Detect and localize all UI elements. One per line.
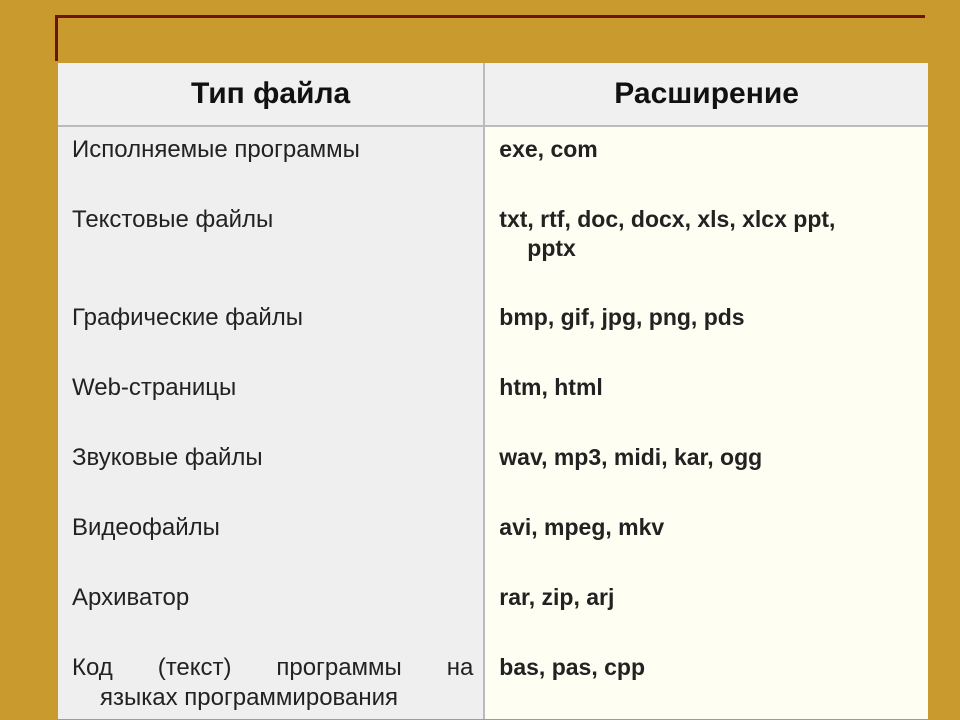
cell-ext: avi, mpeg, mkv [484,505,928,575]
cell-type: Звуковые файлы [58,435,484,505]
cell-ext: htm, html [484,365,928,435]
cell-ext: exe, com [484,126,928,197]
table-row: Исполняемые программы exe, com [58,126,928,197]
cell-type: Исполняемые программы [58,126,484,197]
cell-ext: txt, rtf, doc, docx, xls, xlcx ppt, pptx [484,197,928,295]
table-row: Звуковые файлы wav, mp3, midi, kar, ogg [58,435,928,505]
header-extension: Расширение [484,63,928,126]
type-line1: Код (текст) программы на [72,653,473,683]
table-row: Текстовые файлы txt, rtf, doc, docx, xls… [58,197,928,295]
type-line2: языках программирования [72,683,473,713]
header-type: Тип файла [58,63,484,126]
file-types-table: Тип файла Расширение Исполняемые програм… [58,63,928,719]
decorative-frame [55,15,925,61]
cell-ext: wav, mp3, midi, kar, ogg [484,435,928,505]
table-row: Графические файлы bmp, gif, jpg, png, pd… [58,295,928,365]
cell-ext: bas, pas, cpp [484,645,928,719]
table-row: Архиватор rar, zip, arj [58,575,928,645]
ext-line1: txt, rtf, doc, docx, xls, xlcx ppt, [499,206,835,232]
cell-ext: rar, zip, arj [484,575,928,645]
table-row: Web-страницы htm, html [58,365,928,435]
table-header-row: Тип файла Расширение [58,63,928,126]
cell-type: Код (текст) программы на языках программ… [58,645,484,719]
cell-type: Видеофайлы [58,505,484,575]
table-row: Видеофайлы avi, mpeg, mkv [58,505,928,575]
cell-ext: bmp, gif, jpg, png, pds [484,295,928,365]
cell-type: Web-страницы [58,365,484,435]
cell-type: Архиватор [58,575,484,645]
table-row: Код (текст) программы на языках программ… [58,645,928,719]
cell-type: Текстовые файлы [58,197,484,295]
cell-type: Графические файлы [58,295,484,365]
ext-line2: pptx [499,234,918,263]
